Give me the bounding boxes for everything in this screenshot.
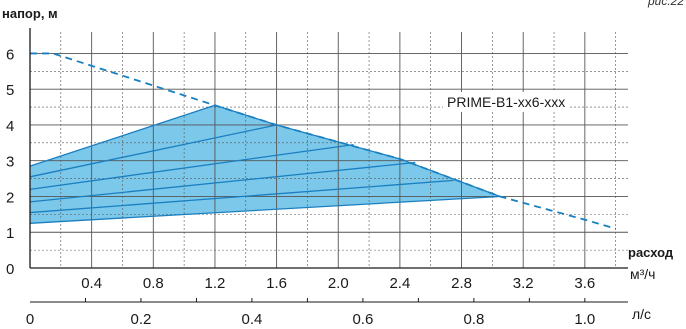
y-tick-label: 3 <box>6 154 14 171</box>
speed-line-2 <box>29 179 454 214</box>
x-tick-label-m3h: 0.8 <box>143 275 164 292</box>
x-tick-label-m3h: 1.2 <box>205 275 226 292</box>
speed-line-1 <box>29 195 501 224</box>
speed-line-3 <box>29 161 416 203</box>
speed-line-5 <box>29 124 277 178</box>
x-tick-label-ls: 0.2 <box>131 311 152 328</box>
x-unit-m3h: м³/ч <box>630 266 656 282</box>
x-tick-label-ls: 0 <box>26 311 34 328</box>
x-tick-label-ls: 0.6 <box>352 311 373 328</box>
speed-line-6 <box>29 104 216 167</box>
x-tick-label-m3h: 2.8 <box>451 275 472 292</box>
region-outline <box>214 104 501 198</box>
x-tick-label-ls: 0.8 <box>463 311 484 328</box>
speed-line-4 <box>29 143 354 190</box>
max-curve-dashed <box>30 52 616 230</box>
y-tick-label: 4 <box>6 118 14 135</box>
x-tick-label-m3h: 2.0 <box>328 275 349 292</box>
y-axis-label: напор, м <box>2 6 58 21</box>
y-tick-label: 1 <box>6 225 14 242</box>
x-tick-label-ls: 1.0 <box>574 311 595 328</box>
x-axis-label: расход <box>628 245 674 260</box>
x-tick-label-m3h: 1.6 <box>266 275 287 292</box>
x-tick-label-ls: 0.4 <box>242 311 263 328</box>
x-tick-label-m3h: 3.6 <box>574 275 595 292</box>
figure-number: рис.22 <box>647 0 684 8</box>
y-tick-label: 5 <box>6 82 14 99</box>
y-tick-label: 2 <box>6 189 14 206</box>
x-tick-label-m3h: 2.4 <box>389 275 410 292</box>
y-tick-label: 6 <box>6 46 14 63</box>
x-tick-label-m3h: 3.2 <box>513 275 534 292</box>
x-tick-label-m3h: 0.4 <box>81 275 102 292</box>
x-unit-ls: л/с <box>632 306 652 322</box>
series-label: PRIME-B1-xx6-xxx <box>443 92 570 112</box>
operating-region <box>30 105 501 224</box>
y-tick-label: 0 <box>6 261 14 278</box>
